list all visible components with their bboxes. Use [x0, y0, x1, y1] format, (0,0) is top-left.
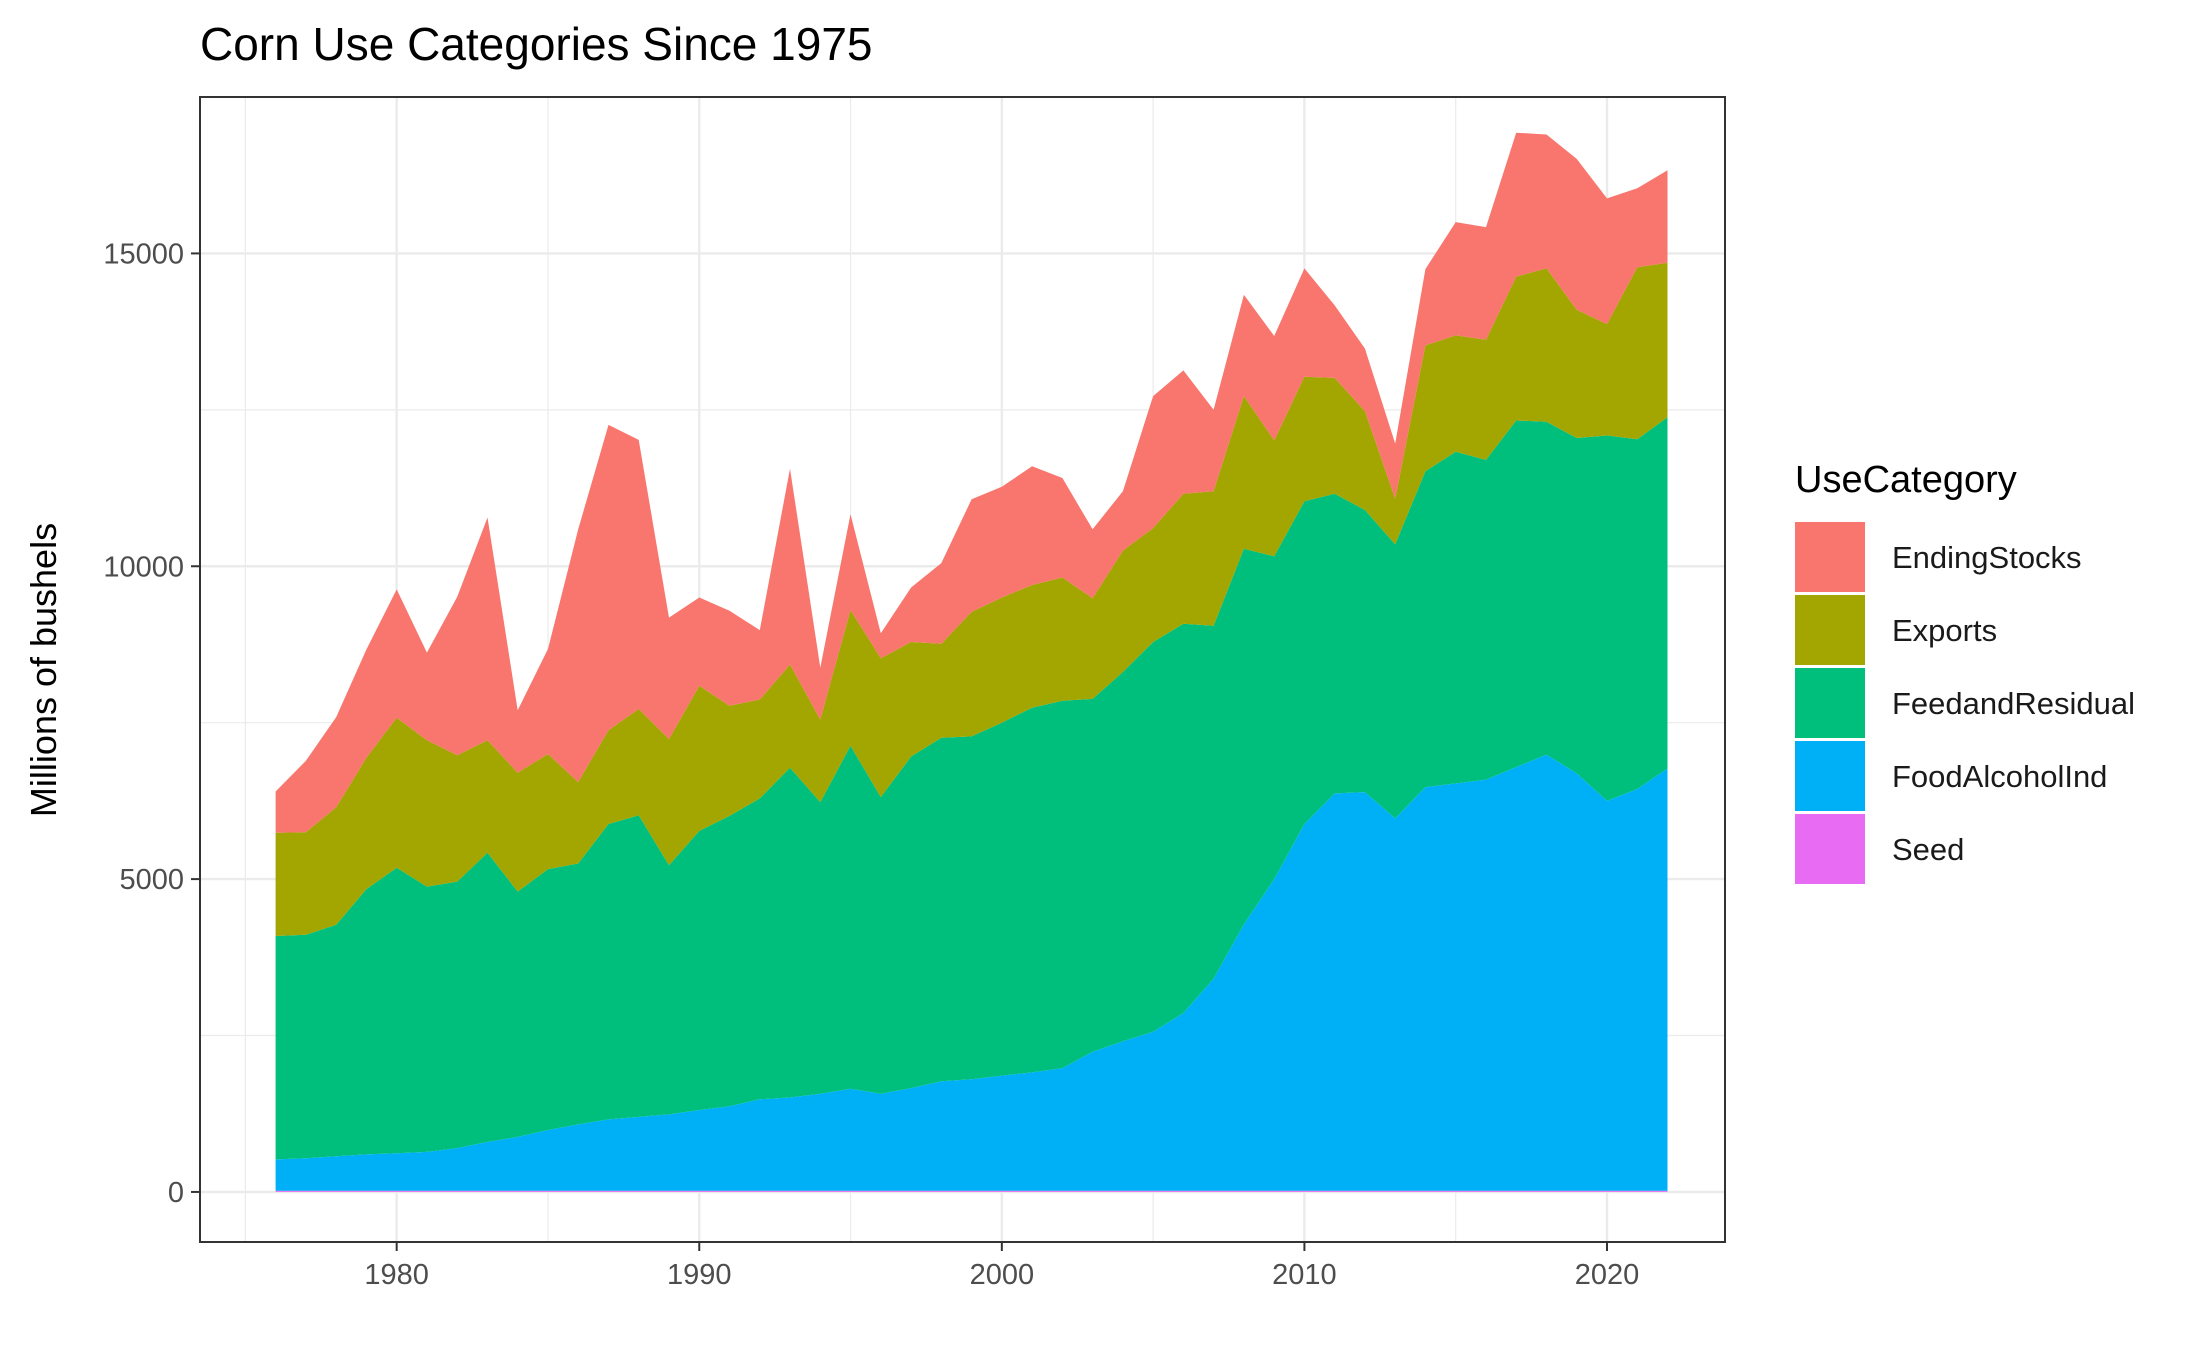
legend-title: UseCategory — [1795, 459, 2017, 501]
x-tick-label: 1980 — [364, 1259, 429, 1291]
stacked-areas — [275, 132, 1668, 1192]
y-tick-label: 10000 — [103, 551, 184, 583]
area-endingstocks — [275, 132, 1668, 833]
legend-label-feedandresidual: FeedandResidual — [1892, 686, 2135, 721]
area-seed — [275, 1190, 1668, 1192]
legend: UseCategory EndingStocks Exports FeedandRe… — [1795, 459, 2135, 884]
y-axis: 0 5000 10000 15000 — [103, 238, 200, 1209]
legend-key-exports — [1795, 595, 1865, 665]
plot-panel — [199, 96, 1726, 1243]
legend-key-feedandresidual — [1795, 668, 1865, 738]
x-tick-label: 2000 — [970, 1259, 1035, 1291]
y-tick-label: 5000 — [119, 864, 184, 896]
chart-title: Corn Use Categories Since 1975 — [200, 18, 872, 70]
x-tick-label: 2010 — [1272, 1259, 1337, 1291]
legend-key-foodalcoholind — [1795, 741, 1865, 811]
area-exports — [275, 262, 1668, 936]
y-tick-label: 0 — [168, 1177, 184, 1209]
legend-items: EndingStocks Exports FeedandResidual FoodAl… — [1795, 522, 2135, 884]
legend-key-seed — [1795, 814, 1865, 884]
legend-label-exports: Exports — [1892, 613, 1997, 648]
legend-key-endingstocks — [1795, 522, 1865, 592]
legend-label-foodalcoholind: FoodAlcoholInd — [1892, 759, 2107, 794]
y-tick-label: 15000 — [103, 238, 184, 270]
plot-panel-border — [199, 96, 1726, 1243]
area-feedandresidual — [275, 417, 1668, 1160]
legend-label-seed: Seed — [1892, 832, 1964, 867]
x-tick-label: 2020 — [1575, 1259, 1640, 1291]
x-axis: 1980 1990 2000 2010 2020 — [364, 1242, 1639, 1291]
area-foodalcoholind — [275, 754, 1668, 1191]
legend-label-endingstocks: EndingStocks — [1892, 540, 2082, 575]
y-axis-title: Millions of bushels — [23, 523, 64, 817]
x-tick-label: 1990 — [667, 1259, 732, 1291]
